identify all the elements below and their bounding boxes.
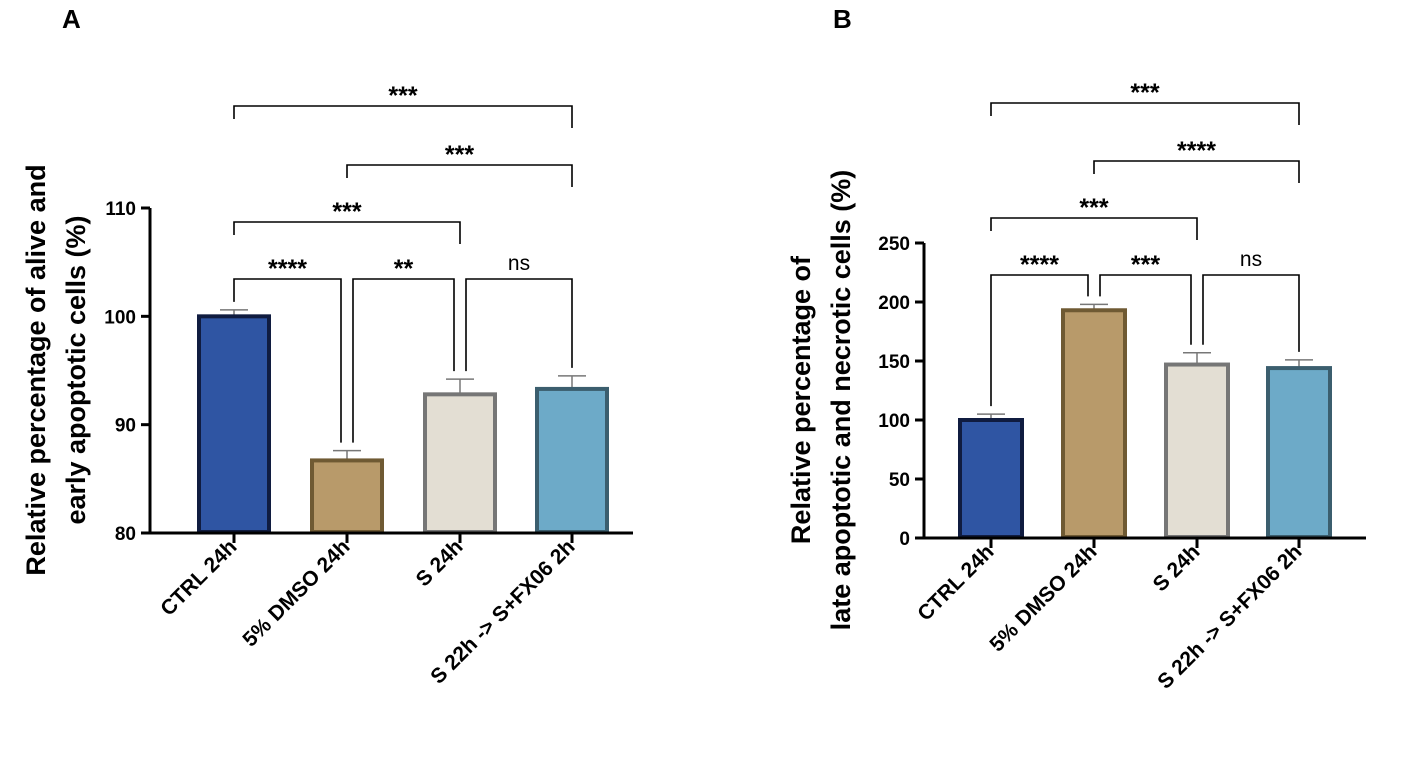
panel-a-significance-label: ** xyxy=(394,255,414,283)
panel-a-y-tick-label: 110 xyxy=(105,199,136,220)
panel-a-significance-label: ns xyxy=(508,252,530,275)
panel-b-y-tick-label: 50 xyxy=(889,470,910,491)
panel-a-significance-label: *** xyxy=(332,198,361,226)
panel-a-significance-label: **** xyxy=(268,255,307,283)
panel-a-significance-bracket xyxy=(352,278,455,443)
panel-b-bar xyxy=(1266,366,1332,539)
panel-a-y-tick-label: 80 xyxy=(115,524,136,545)
panel-a-bar xyxy=(197,314,271,535)
panel-b-bar xyxy=(1164,362,1230,540)
panel-b-y-tick-label: 150 xyxy=(878,352,910,373)
panel-a-y-tick-label: 90 xyxy=(115,416,136,437)
panel-a-bar xyxy=(310,458,384,534)
panel-b-category-label: CTRL 24h xyxy=(913,540,998,625)
panel-b-y-axis-label: Relative percentage of xyxy=(786,255,816,544)
panel-b-significance-bracket xyxy=(1202,274,1300,352)
panel-b-y-tick-label: 0 xyxy=(899,529,910,550)
panel-a-significance-bracket xyxy=(233,221,461,244)
panel-a-significance-label: *** xyxy=(445,141,474,169)
panel-b-significance-label: **** xyxy=(1177,137,1216,165)
panel-a-bar xyxy=(535,386,609,534)
panel-b-significance-label: *** xyxy=(1079,194,1108,222)
panel-b-category-label: S 24h xyxy=(1149,540,1205,596)
panel-b-category-label: 5% DMSO 24h xyxy=(985,540,1101,656)
panel-b-significance-label: *** xyxy=(1130,79,1159,107)
panel-b-significance-bracket xyxy=(990,102,1300,125)
panel-b-significance-bracket xyxy=(1093,160,1300,183)
panel-a-y-axis-label: early apoptotic cells (%) xyxy=(61,215,91,524)
panel-b-significance-label: ns xyxy=(1240,248,1262,271)
panel-b-y-tick-label: 100 xyxy=(878,411,910,432)
panel-b-significance-bracket xyxy=(990,217,1198,240)
panel-a-significance-bracket xyxy=(233,105,573,128)
panel-b-bar xyxy=(958,418,1024,539)
panel-a-category-label: 5% DMSO 24h xyxy=(238,535,354,651)
panel-b-significance-label: *** xyxy=(1131,251,1160,279)
panel-a-significance-label: *** xyxy=(388,82,417,110)
panel-b-y-tick-label: 250 xyxy=(878,234,910,255)
panel-a-significance-bracket xyxy=(233,278,342,443)
panel-a-bar xyxy=(423,392,497,535)
panel-b-y-axis-label: late apoptotic and necrotic cells (%) xyxy=(826,170,856,631)
panel-b-significance-bracket xyxy=(1099,274,1192,345)
panel-a-significance-bracket xyxy=(465,278,573,372)
panel-b-bar xyxy=(1061,308,1127,540)
panel-b-y-tick-label: 200 xyxy=(878,293,910,314)
panel-a-label: A xyxy=(62,4,81,34)
panel-b-label: B xyxy=(833,4,852,34)
panel-b-significance-bracket xyxy=(990,274,1089,407)
panel-a-y-axis-label: Relative percentage of alive and xyxy=(21,164,51,575)
panel-a-y-tick-label: 100 xyxy=(104,307,136,328)
panel-a-category-label: CTRL 24h xyxy=(156,535,241,620)
panel-a-category-label: S 24h xyxy=(412,535,468,591)
panel-b-significance-label: **** xyxy=(1020,251,1059,279)
panel-a-significance-bracket xyxy=(346,164,573,187)
